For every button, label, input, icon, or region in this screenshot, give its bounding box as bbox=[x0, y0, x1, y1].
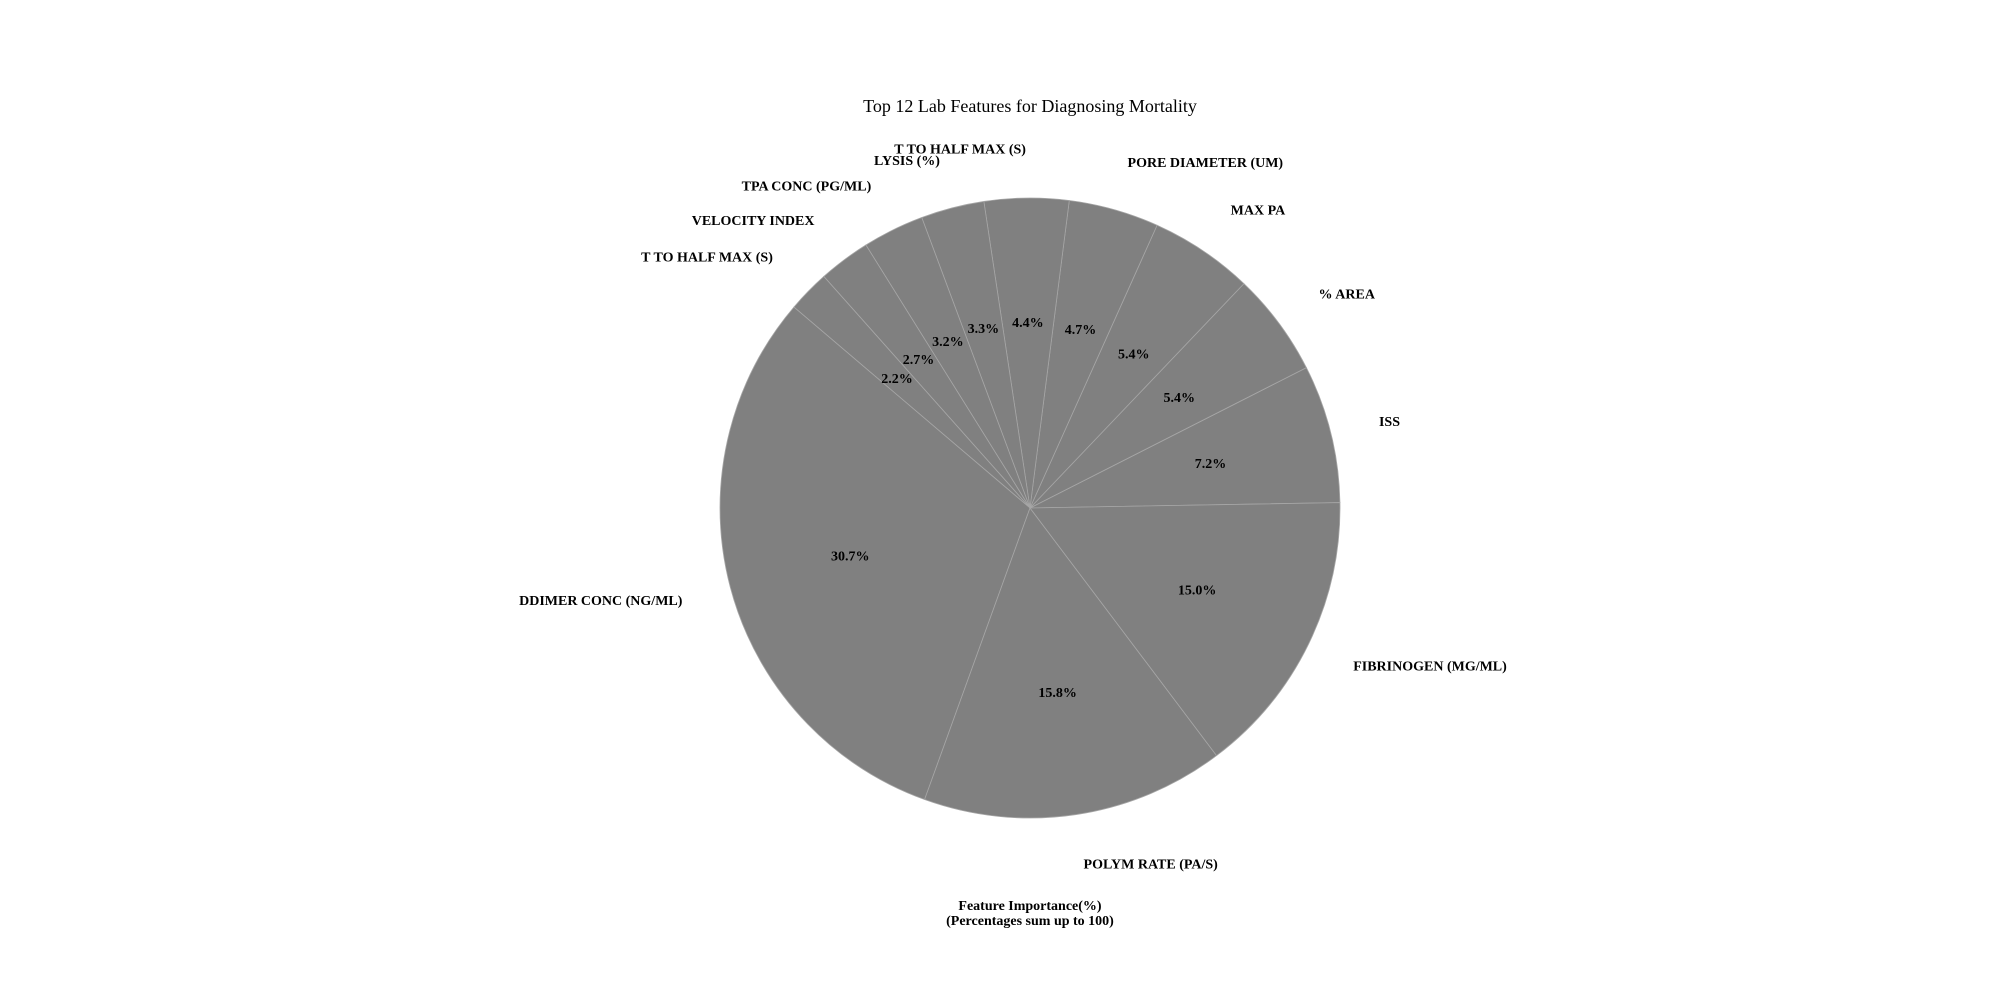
pie-slice bbox=[719, 306, 1031, 801]
pie-percent-label: 5.4% bbox=[1118, 348, 1150, 363]
pie-percent-label: 3.2% bbox=[932, 335, 964, 350]
pie-percent-label: 7.2% bbox=[1195, 457, 1227, 472]
pie-category-label: LYSIS (%) bbox=[874, 154, 940, 169]
pie-category-label: FIBRINOGEN (MG/ML) bbox=[1353, 660, 1507, 675]
pie-slice bbox=[924, 507, 1218, 819]
pie-slice bbox=[1029, 502, 1341, 757]
pie-slices bbox=[719, 197, 1341, 819]
pie-percent-label: 2.7% bbox=[903, 353, 935, 368]
pie-category-label: T TO HALF MAX (S) bbox=[894, 142, 1026, 157]
x-axis-label-line-2: (Percentages sum up to 100) bbox=[946, 914, 1114, 929]
pie-percent-label: 4.4% bbox=[1012, 316, 1044, 331]
pie-category-label: POLYM RATE (PA/S) bbox=[1084, 858, 1219, 873]
pie-category-label: T TO HALF MAX (S) bbox=[641, 251, 773, 266]
pie-category-label: MAX PA bbox=[1231, 204, 1286, 219]
pie-percent-label: 15.0% bbox=[1178, 584, 1217, 599]
pie-percent-label: 3.3% bbox=[968, 322, 1000, 337]
pie-category-label: VELOCITY INDEX bbox=[692, 214, 815, 229]
x-axis-label-line-1: Feature Importance(%) bbox=[958, 899, 1102, 914]
pie-category-label: DDIMER CONC (NG/ML) bbox=[519, 594, 683, 609]
pie-percent-labels: 7.2% 5.4% 5.4% 4.7% 4.4% 3.3% 3.2% 2.7% 2.2% 30.7… bbox=[831, 316, 1226, 701]
pie-slice bbox=[1029, 367, 1341, 509]
pie-category-label: TPA CONC (PG/ML) bbox=[742, 179, 872, 194]
pie-percent-label: 15.8% bbox=[1038, 686, 1077, 701]
pie-category-label: % AREA bbox=[1319, 287, 1376, 302]
chart-title: Top 12 Lab Features for Diagnosing Morta… bbox=[863, 96, 1197, 116]
pie-category-label: ISS bbox=[1379, 415, 1400, 430]
pie-percent-label: 2.2% bbox=[881, 372, 913, 387]
pie-percent-label: 5.4% bbox=[1163, 391, 1195, 406]
pie-category-labels: ISS % AREA MAX PA PORE DIAMETER (UM) T TO HA… bbox=[519, 142, 1507, 872]
pie-category-label: PORE DIAMETER (UM) bbox=[1128, 156, 1284, 171]
pie-percent-label: 30.7% bbox=[831, 550, 870, 565]
pie-percent-label: 4.7% bbox=[1065, 323, 1097, 338]
